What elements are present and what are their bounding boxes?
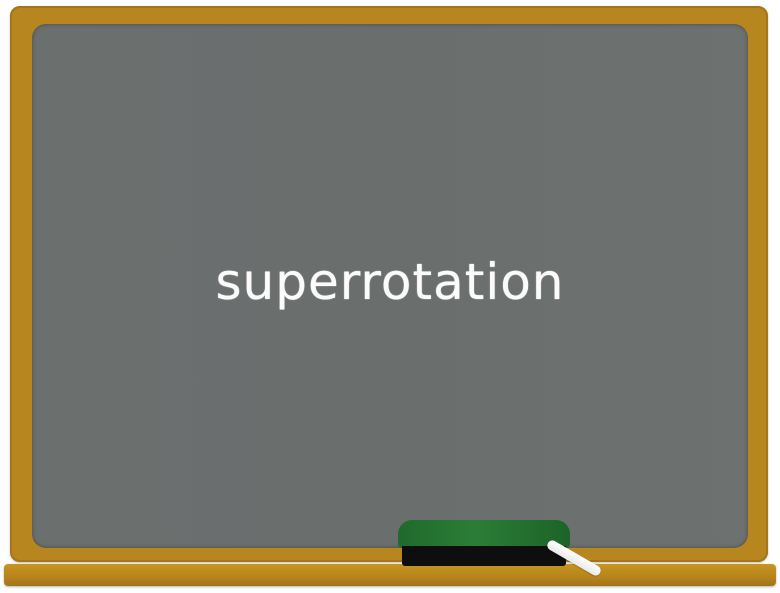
eraser-base xyxy=(402,546,566,566)
chalkboard-surface xyxy=(32,24,748,548)
chalkboard-word: superrotation xyxy=(215,253,565,311)
eraser-felt xyxy=(398,520,570,548)
chalk-tray xyxy=(4,564,776,586)
eraser-icon xyxy=(398,520,570,566)
